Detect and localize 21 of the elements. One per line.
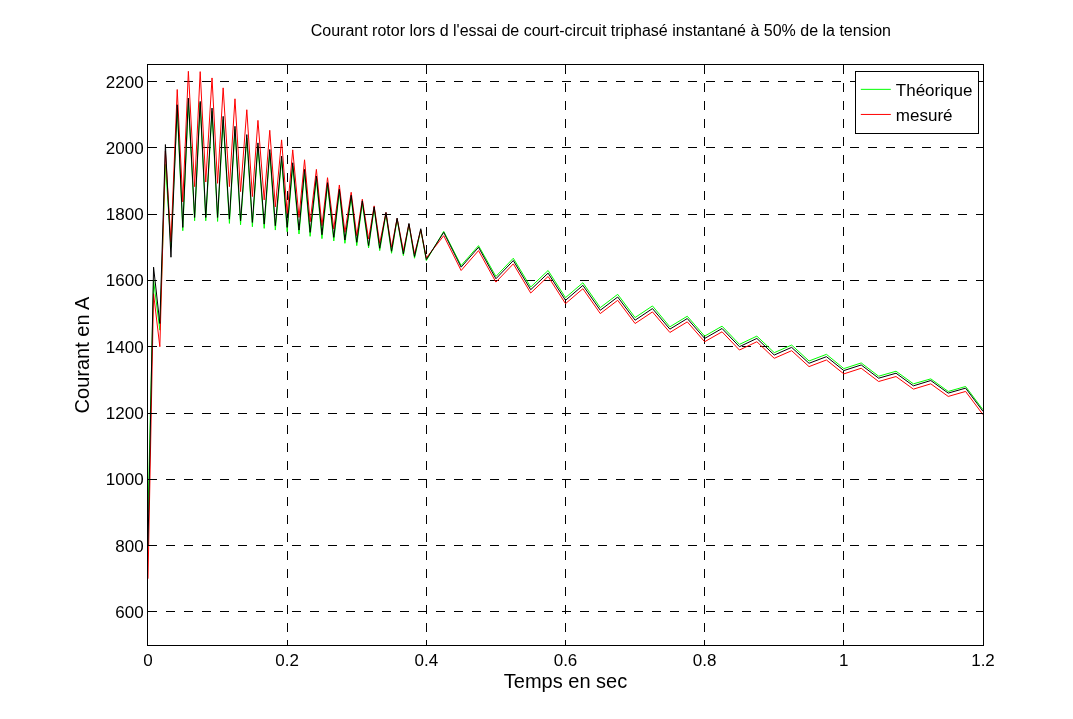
y-tick-label: 600 xyxy=(115,602,144,622)
x-tick-label: 1 xyxy=(839,651,849,671)
x-tick-label: 0.6 xyxy=(553,651,578,671)
x-axis-title: Temps en sec xyxy=(503,670,628,693)
x-tick-label: 0 xyxy=(143,651,153,671)
x-tick-label: 0.2 xyxy=(275,651,299,671)
chart-title: Courant rotor lors d l'essai de court-circuit triphasé instantané à 50% de la tension xyxy=(310,22,892,40)
legend-label: mesuré xyxy=(895,106,953,126)
y-tick-label: 1400 xyxy=(105,337,144,357)
y-tick-label: 2000 xyxy=(105,138,144,158)
y-tick-label: 1800 xyxy=(105,205,144,225)
legend-label: Théorique xyxy=(895,80,973,100)
y-tick-label: 2200 xyxy=(105,72,144,92)
y-tick-label: 1200 xyxy=(105,403,144,423)
y-axis-title: Courant en A xyxy=(71,295,94,414)
y-tick-label: 800 xyxy=(115,536,144,556)
x-tick-label: 0.8 xyxy=(692,651,717,671)
x-tick-label: 0.4 xyxy=(414,651,439,671)
y-tick-label: 1600 xyxy=(105,271,144,291)
x-tick-label: 1.2 xyxy=(971,651,995,671)
y-tick-label: 1000 xyxy=(105,470,144,490)
